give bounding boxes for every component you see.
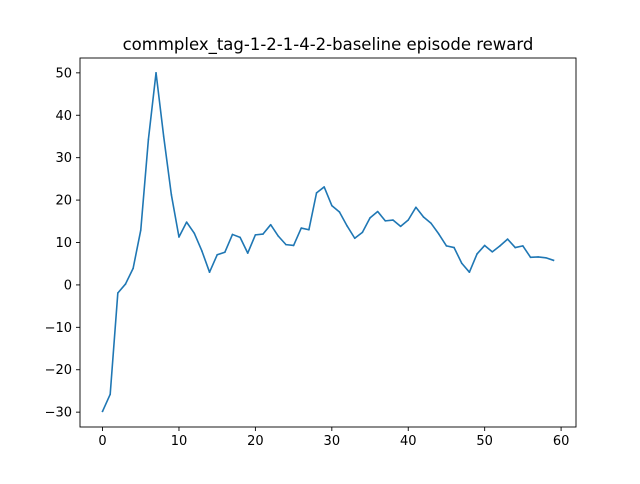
data-point	[254, 234, 257, 236]
data-point	[514, 246, 517, 249]
data-point	[231, 233, 234, 236]
y-tick-label: −20	[45, 363, 72, 378]
data-point	[415, 206, 417, 209]
data-point	[353, 237, 356, 240]
data-point	[308, 228, 310, 231]
data-point	[422, 216, 425, 218]
data-point	[193, 232, 196, 234]
data-point	[369, 217, 371, 219]
data-point	[392, 219, 394, 221]
axes: 0 10 20 30 40 50 60 −30 −20 −10 0 10 20 30 40 50	[45, 57, 577, 449]
x-tick-label: 30	[324, 434, 341, 449]
data-point	[529, 256, 532, 259]
data-point	[292, 244, 295, 247]
x-tick-label: 40	[400, 434, 417, 449]
data-point	[147, 138, 150, 141]
data-point	[361, 231, 364, 234]
data-point	[132, 267, 134, 270]
data-point	[399, 225, 402, 228]
y-tick-label: 0	[64, 278, 72, 293]
data-point	[460, 262, 463, 265]
data-point	[101, 410, 104, 413]
data-point	[124, 283, 127, 285]
data-point	[453, 246, 455, 249]
data-point	[117, 292, 119, 294]
y-tick-label: −10	[45, 321, 72, 336]
data-point	[155, 72, 157, 74]
x-tick-label: 50	[476, 434, 493, 449]
data-point	[139, 229, 142, 231]
data-point	[269, 223, 272, 226]
data-point	[109, 393, 111, 396]
y-tick-label: 20	[55, 194, 72, 209]
data-point	[201, 250, 203, 252]
plot-area	[101, 72, 555, 413]
data-point	[445, 245, 448, 247]
y-tick-label: 10	[55, 236, 72, 251]
data-point	[323, 186, 325, 188]
y-tick-label: −30	[45, 406, 72, 421]
x-tick-label: 0	[98, 434, 106, 449]
x-tick-label: 10	[171, 434, 188, 449]
data-point	[438, 233, 440, 235]
x-tick-label: 20	[247, 434, 264, 449]
y-tick-label: 50	[55, 66, 72, 81]
data-point	[300, 227, 303, 229]
data-point	[277, 235, 280, 237]
data-point	[537, 256, 539, 258]
data-point	[491, 251, 494, 253]
y-tick-label: 40	[55, 109, 72, 124]
series-line	[101, 72, 555, 413]
data-point	[346, 225, 348, 227]
data-point	[499, 245, 501, 247]
data-point	[552, 259, 555, 262]
data-point	[216, 254, 218, 256]
data-point	[506, 238, 509, 240]
x-tick-label: 60	[553, 434, 570, 449]
data-point	[208, 271, 211, 273]
data-point	[262, 233, 264, 235]
data-point	[162, 135, 165, 138]
data-point	[331, 204, 333, 207]
data-point	[468, 271, 471, 273]
chart-title: commplex_tag-1-2-1-4-2-baseline episode …	[123, 35, 534, 55]
data-point	[430, 222, 432, 225]
data-point	[246, 252, 249, 254]
data-point	[545, 256, 547, 259]
data-point	[185, 221, 188, 223]
data-point	[407, 219, 410, 221]
data-point	[376, 210, 379, 213]
data-point	[285, 243, 287, 246]
y-tick-label: 30	[55, 151, 72, 166]
data-point	[239, 236, 241, 239]
data-point	[384, 220, 387, 222]
data-point	[483, 244, 486, 247]
data-point	[522, 245, 524, 247]
data-point	[178, 236, 180, 238]
data-point	[170, 193, 173, 196]
data-point	[224, 251, 226, 254]
data-point	[476, 253, 478, 255]
data-point	[338, 211, 341, 213]
data-point	[315, 192, 318, 194]
